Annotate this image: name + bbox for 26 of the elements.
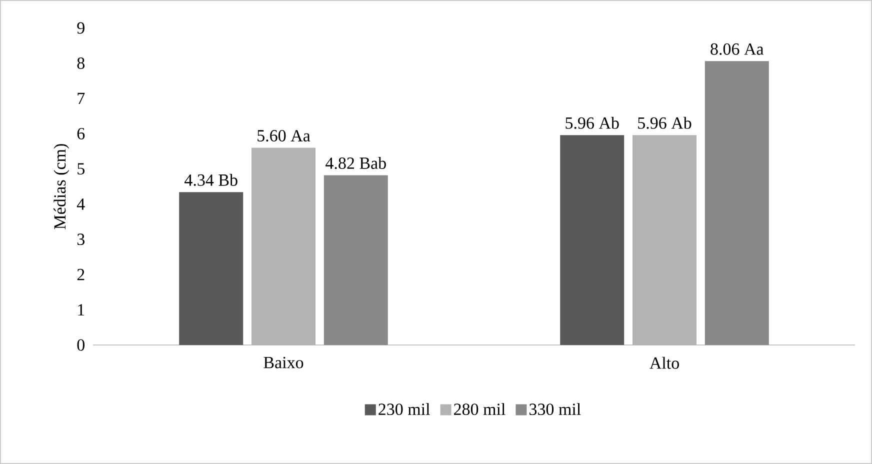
- y-tick-label: 3: [77, 234, 84, 246]
- y-tick-label: 7: [78, 92, 85, 104]
- data-label: 4.82 Bab: [326, 156, 386, 170]
- data-label: 5.60 Aa: [258, 130, 310, 142]
- x-tick-label: Alto: [650, 356, 679, 369]
- legend-label: 330 mil: [530, 403, 581, 416]
- y-tick-label: 2: [77, 268, 84, 280]
- bar: [560, 135, 624, 345]
- data-label: 5.96 Ab: [638, 116, 692, 129]
- legend-label: 280 mil: [454, 403, 506, 416]
- bar: [179, 192, 244, 345]
- x-tick-label: Baixo: [264, 356, 304, 368]
- y-tick-label: 4: [76, 198, 85, 210]
- data-label: 8.06 Aa: [710, 43, 764, 55]
- data-label: 5.96 Ab: [566, 116, 619, 129]
- y-tick-label: 0: [77, 339, 84, 351]
- y-tick-label: 8: [77, 57, 84, 69]
- bar: [324, 175, 388, 345]
- y-tick-label: 9: [77, 22, 84, 34]
- bar: [704, 61, 769, 345]
- y-tick-label: 1: [78, 304, 84, 316]
- y-tick-label: 5: [78, 163, 84, 175]
- data-label: 4.34 Bb: [184, 174, 238, 186]
- y-axis-title: Médias (cm): [54, 144, 70, 230]
- legend-label: 230 mil: [378, 403, 430, 416]
- y-tick-label: 6: [77, 128, 85, 140]
